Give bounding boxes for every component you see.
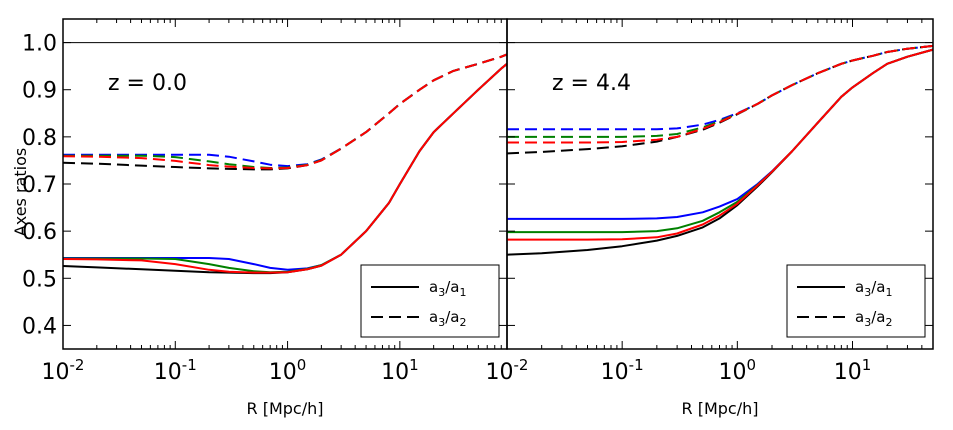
series-line-a3-a1-3 xyxy=(62,63,508,274)
legend-label: a3/a2 xyxy=(429,308,466,329)
x-tick-base: 10 xyxy=(834,360,862,385)
x-tick-base: 10 xyxy=(269,360,297,385)
x-tick-base: 10 xyxy=(486,360,514,385)
x-tick-label: 101 xyxy=(834,356,872,385)
y-tick-label: 1.0 xyxy=(22,32,57,57)
legend-box xyxy=(786,264,926,338)
x-tick-label: 100 xyxy=(719,356,757,385)
series-line-a3-a2-7 xyxy=(507,44,934,144)
legend-label-sub2: 2 xyxy=(885,316,892,329)
y-axis-label: Axes ratios xyxy=(11,148,30,236)
y-tick-label: 0.4 xyxy=(22,314,57,339)
legend-label-sep: /a xyxy=(445,278,459,296)
legend-label-base: a xyxy=(429,278,438,296)
x-tick-label: 10-1 xyxy=(601,356,644,385)
y-tick-label: 0.8 xyxy=(22,126,57,151)
x-tick-exponent: -1 xyxy=(629,356,644,374)
x-tick-exponent: 1 xyxy=(862,356,872,374)
legend-label-sub2: 1 xyxy=(885,286,892,299)
legend-label-sub2: 2 xyxy=(459,316,466,329)
legend-label-sub1: 3 xyxy=(864,286,871,299)
x-axis-label: R [Mpc/h] xyxy=(682,399,759,418)
legend-label-sep: /a xyxy=(871,278,885,296)
x-tick-label: 10-2 xyxy=(42,356,85,385)
y-tick-label: 0.6 xyxy=(22,220,57,245)
legend-box xyxy=(360,264,500,338)
legend-label-sep: /a xyxy=(445,308,459,326)
series-line-a3-a2-7 xyxy=(62,53,508,170)
x-tick-base: 10 xyxy=(42,360,70,385)
legend-label-base: a xyxy=(855,308,864,326)
x-tick-exponent: -1 xyxy=(182,356,197,374)
x-tick-exponent: 0 xyxy=(297,356,307,374)
x-tick-exponent: 1 xyxy=(409,356,419,374)
x-axis-label: R [Mpc/h] xyxy=(247,399,324,418)
legend-label-sub1: 3 xyxy=(438,286,445,299)
x-tick-base: 10 xyxy=(381,360,409,385)
x-tick-label: 101 xyxy=(381,356,419,385)
x-tick-exponent: 0 xyxy=(747,356,757,374)
x-tick-label: 10-1 xyxy=(154,356,197,385)
y-tick-label: 0.7 xyxy=(22,173,57,198)
legend-label: a3/a2 xyxy=(855,308,892,329)
x-tick-label: 100 xyxy=(269,356,307,385)
legend-label: a3/a1 xyxy=(855,278,892,299)
legend-label-base: a xyxy=(855,278,864,296)
x-tick-base: 10 xyxy=(601,360,629,385)
x-tick-exponent: -2 xyxy=(514,356,529,374)
y-tick-label: 0.9 xyxy=(22,79,57,104)
x-tick-exponent: -2 xyxy=(70,356,85,374)
redshift-annotation: z = 0.0 xyxy=(108,71,187,96)
legend-label-base: a xyxy=(429,308,438,326)
y-tick-label: 0.5 xyxy=(22,267,57,292)
x-tick-base: 10 xyxy=(154,360,182,385)
x-tick-label: 10-2 xyxy=(486,356,529,385)
legend-label: a3/a1 xyxy=(429,278,466,299)
legend-label-sub1: 3 xyxy=(864,316,871,329)
redshift-annotation: z = 4.4 xyxy=(552,71,631,96)
legend-label-sub1: 3 xyxy=(438,316,445,329)
legend-label-sub2: 1 xyxy=(459,286,466,299)
series-line-a3-a1-3 xyxy=(507,48,934,241)
x-tick-base: 10 xyxy=(719,360,747,385)
legend-label-sep: /a xyxy=(871,308,885,326)
